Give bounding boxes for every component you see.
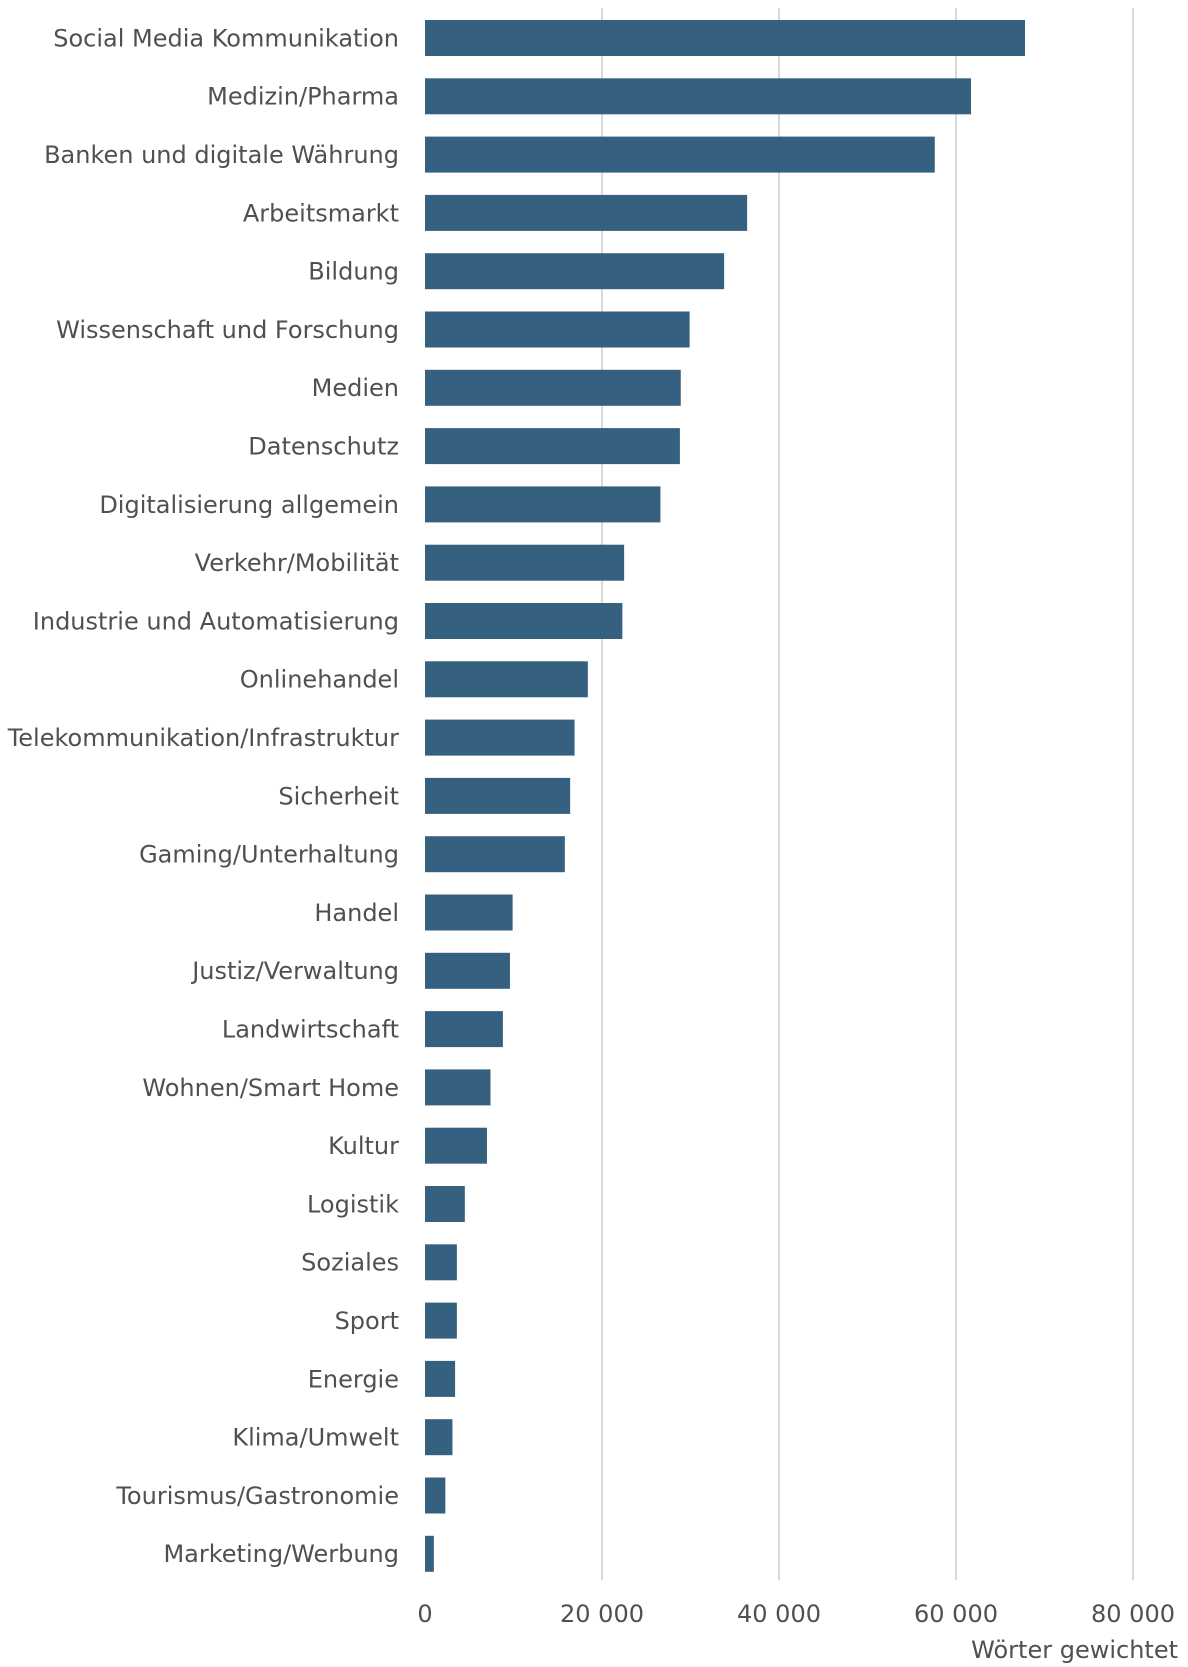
category-label: Digitalisierung allgemein bbox=[99, 491, 399, 519]
bar bbox=[425, 194, 748, 231]
category-label: Wissenschaft und Forschung bbox=[56, 316, 399, 344]
bar bbox=[425, 1535, 434, 1572]
category-label: Klima/Umwelt bbox=[232, 1424, 399, 1452]
bar bbox=[425, 486, 661, 523]
bar bbox=[425, 836, 565, 873]
bar bbox=[425, 1302, 457, 1339]
category-label: Wohnen/Smart Home bbox=[142, 1074, 399, 1102]
category-label: Logistik bbox=[307, 1190, 399, 1218]
bar bbox=[425, 428, 680, 465]
bar bbox=[425, 1244, 457, 1281]
x-tick-label: 60 000 bbox=[914, 1600, 998, 1628]
x-tick-label: 80 000 bbox=[1091, 1600, 1175, 1628]
category-label: Tourismus/Gastronomie bbox=[115, 1482, 399, 1510]
bar bbox=[425, 1360, 456, 1397]
category-label: Sicherheit bbox=[278, 782, 399, 810]
category-label: Telekommunikation/Infrastruktur bbox=[7, 724, 399, 752]
category-label: Banken und digitale Währung bbox=[44, 141, 399, 169]
category-label: Marketing/Werbung bbox=[163, 1540, 399, 1568]
x-tick-labels: 0 20 000 40 000 60 000 80 000 bbox=[417, 1600, 1175, 1628]
category-label: Industrie und Automatisierung bbox=[33, 607, 399, 635]
bar bbox=[425, 136, 935, 173]
bar bbox=[425, 894, 513, 931]
x-axis-label: Wörter gewichtet bbox=[971, 1636, 1178, 1664]
bar bbox=[425, 661, 588, 698]
category-label: Onlinehandel bbox=[240, 666, 399, 694]
category-label: Sport bbox=[335, 1307, 399, 1335]
bar bbox=[425, 1011, 503, 1048]
category-label: Social Media Kommunikation bbox=[53, 24, 399, 52]
bar bbox=[425, 1127, 487, 1164]
category-labels: Social Media Kommunikation Medizin/Pharma… bbox=[7, 24, 399, 1568]
category-label: Verkehr/Mobilität bbox=[195, 549, 399, 577]
bars bbox=[425, 20, 1026, 1572]
bar bbox=[425, 78, 972, 115]
bar bbox=[425, 1477, 446, 1514]
x-tick-label: 20 000 bbox=[560, 1600, 644, 1628]
bar bbox=[425, 1069, 491, 1106]
category-label: Energie bbox=[308, 1365, 399, 1393]
category-label: Datenschutz bbox=[248, 433, 399, 461]
category-label: Gaming/Unterhaltung bbox=[139, 841, 399, 869]
category-label: Bildung bbox=[308, 258, 399, 286]
bar bbox=[425, 253, 725, 290]
bar bbox=[425, 369, 681, 406]
bar bbox=[425, 603, 623, 639]
category-label: Soziales bbox=[301, 1249, 399, 1277]
category-label: Justiz/Verwaltung bbox=[190, 957, 399, 985]
category-label: Medizin/Pharma bbox=[207, 83, 399, 111]
bar bbox=[425, 20, 1026, 56]
x-tick-label: 40 000 bbox=[737, 1600, 821, 1628]
bar bbox=[425, 777, 571, 814]
bar bbox=[425, 952, 510, 989]
category-label: Kultur bbox=[328, 1132, 399, 1160]
category-label: Medien bbox=[312, 374, 399, 402]
gridlines bbox=[601, 8, 1134, 1580]
bar bbox=[425, 719, 575, 756]
category-label: Handel bbox=[314, 899, 399, 927]
category-label: Arbeitsmarkt bbox=[243, 199, 399, 227]
x-tick-label: 0 bbox=[417, 1600, 432, 1628]
bar bbox=[425, 1186, 465, 1222]
bar bbox=[425, 544, 625, 581]
bar bbox=[425, 311, 690, 348]
category-label: Landwirtschaft bbox=[222, 1016, 399, 1044]
bar bbox=[425, 1419, 453, 1456]
